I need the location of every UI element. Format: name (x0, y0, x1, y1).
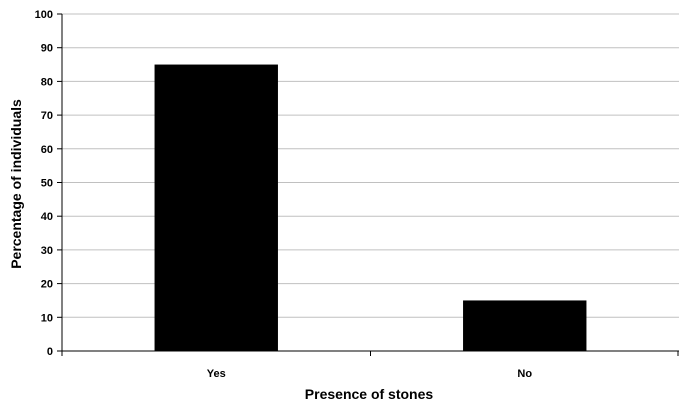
bar-yes (154, 64, 278, 352)
y-tick-label: 90 (41, 43, 53, 55)
x-axis-title: Presence of stones (305, 386, 434, 402)
y-tick-label: 60 (41, 144, 53, 156)
y-tick-label: 100 (35, 9, 53, 21)
bars (154, 64, 587, 352)
y-axis-title: Percentage of individuals (8, 99, 24, 269)
x-tick-label: Yes (207, 368, 226, 380)
x-tick-label: No (517, 368, 532, 380)
y-tick-label: 30 (41, 245, 53, 257)
y-tick-label: 50 (41, 178, 53, 190)
y-tick-label: 0 (47, 346, 53, 358)
axes (57, 13, 679, 356)
tick-labels: 0 10 20 30 40 50 60 70 80 90 100 Yes No (35, 9, 533, 380)
y-tick-label: 10 (41, 312, 53, 324)
y-tick-label: 40 (41, 211, 53, 223)
bar-no (463, 300, 587, 351)
y-tick-label: 20 (41, 279, 53, 291)
y-tick-label: 70 (41, 110, 53, 122)
y-tick-label: 80 (41, 76, 53, 88)
